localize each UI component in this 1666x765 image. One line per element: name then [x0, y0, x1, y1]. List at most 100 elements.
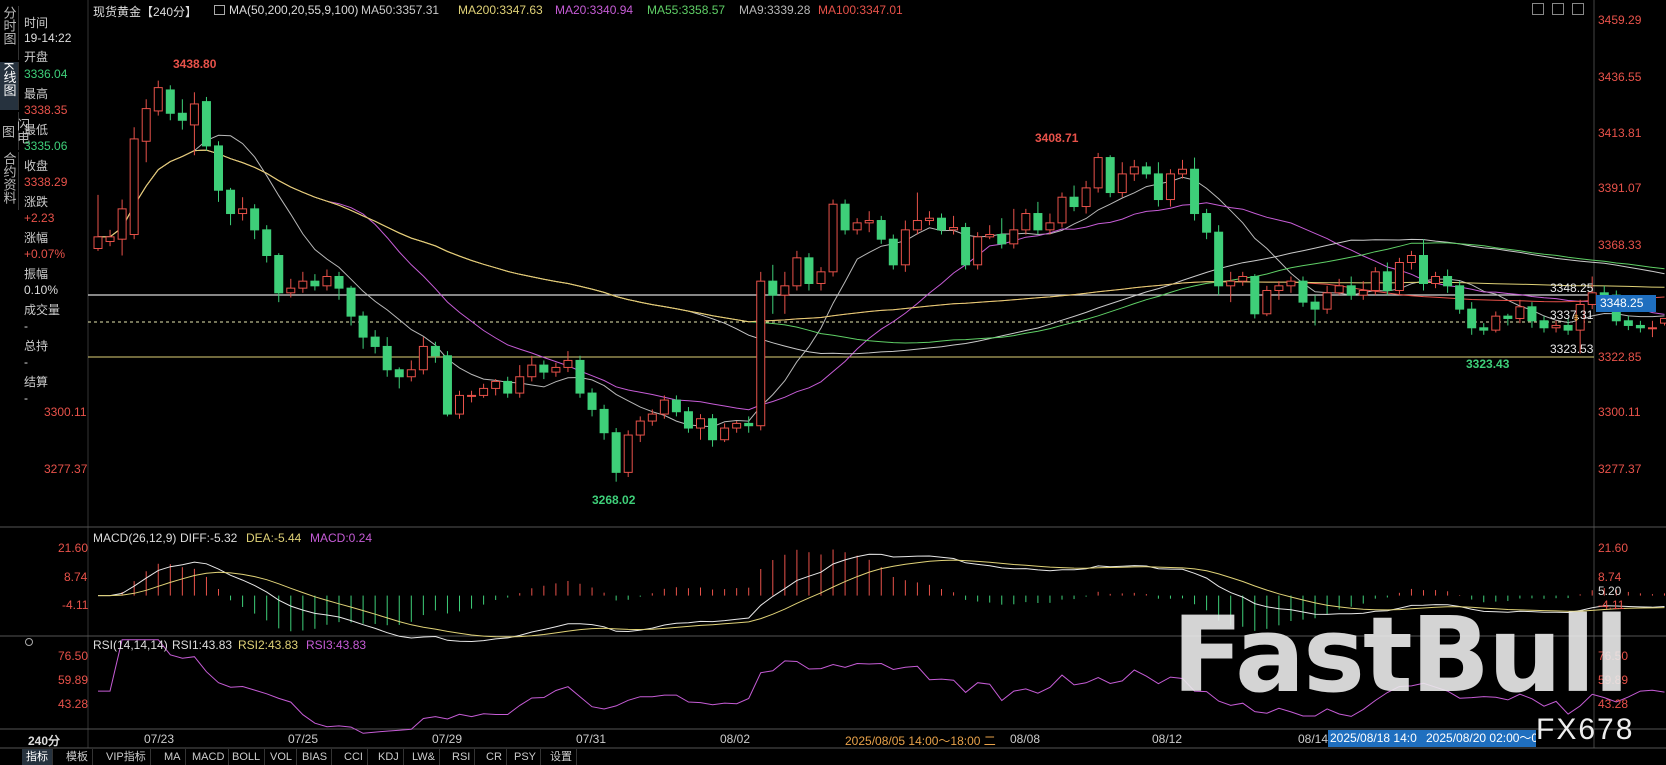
candle-body [985, 234, 995, 238]
candle-body [587, 392, 597, 410]
tab-flash[interactable]: 闪电图 [0, 112, 30, 150]
low-marker: 3268.02 [592, 493, 636, 507]
tab-kdj[interactable]: KDJ [374, 749, 404, 765]
candle-body [503, 380, 513, 394]
tab-kline[interactable]: K线图 [0, 62, 19, 110]
high-marker: 3438.80 [173, 57, 217, 71]
candle-body [840, 203, 850, 231]
change-value: +2.23 [24, 211, 55, 225]
candle-body [551, 366, 561, 373]
ma-settings-icon[interactable] [214, 5, 225, 15]
candle-body [1069, 196, 1079, 208]
macd-tick-right: 8.74 [1598, 570, 1622, 584]
candle-body [756, 280, 766, 427]
macd-dea: DEA:-5.44 [246, 531, 302, 545]
tab-boll[interactable]: BOLL [228, 749, 266, 765]
candle-body [708, 418, 718, 441]
amp-value: 0.10% [24, 283, 59, 297]
candle-body [1334, 285, 1344, 294]
candle-body [1117, 173, 1127, 194]
tab-macd[interactable]: MACD [188, 749, 230, 765]
left-price-tick: 3300.11 [44, 405, 87, 419]
candle-body [1455, 285, 1465, 310]
candle-body [1394, 262, 1404, 291]
level-label-c: 3323.53 [1550, 342, 1594, 356]
date-tick: 07/31 [576, 732, 607, 746]
candle-body [394, 369, 404, 378]
candle-body [1129, 166, 1139, 175]
macd-tick-right: 5.20 [1598, 584, 1622, 598]
time-label: 时间 [24, 16, 49, 30]
candle-body [442, 355, 452, 415]
minimize-icon[interactable] [1532, 3, 1544, 15]
ma9-value: MA9:3339.28 [739, 3, 811, 17]
chart-frame [0, 0, 1666, 749]
open-interest-label: 总持 [24, 339, 49, 353]
candle-body [768, 280, 778, 296]
close-label: 收盘 [24, 159, 49, 173]
tab-cci[interactable]: CCI [340, 749, 368, 765]
tab-settings[interactable]: 设置 [546, 749, 577, 765]
tab-label: 合约资料 [1, 152, 17, 204]
candle-body [792, 257, 802, 287]
candle-body [744, 422, 754, 427]
tab-vol[interactable]: VOL [266, 749, 298, 765]
macd-tick: 21.60 [58, 541, 89, 555]
tab-psy[interactable]: PSY [510, 749, 542, 765]
tab-cr[interactable]: CR [482, 749, 507, 765]
candle-body [876, 220, 886, 240]
rsi-settings-icon[interactable] [25, 638, 33, 646]
candle-body [515, 376, 525, 394]
tab-ma[interactable]: MA [160, 749, 186, 765]
candle-body [479, 387, 489, 396]
ma50-line [98, 149, 1665, 355]
tab-lw[interactable]: LW& [408, 749, 441, 765]
candle-body [1081, 187, 1091, 208]
period-label[interactable]: 240分 [28, 734, 61, 748]
candle-body [683, 411, 693, 429]
ma100-value: MA100:3347.01 [818, 3, 903, 17]
candle-body [129, 138, 139, 236]
candle-body [406, 369, 416, 378]
rsi-tick-right: 76.50 [1598, 649, 1629, 663]
candle-body [201, 101, 211, 147]
candle-body [226, 189, 236, 215]
candle-body [1178, 168, 1187, 175]
fx678-watermark: FX678 [1536, 713, 1635, 746]
close-icon[interactable] [1572, 3, 1584, 15]
tab-contract-info[interactable]: 合约资料 [0, 152, 19, 210]
low-marker: 3323.43 [1466, 357, 1510, 371]
moving-averages [98, 134, 1665, 428]
candle-body [1009, 229, 1019, 245]
rsi3-value: RSI3:43.83 [306, 638, 367, 652]
candle-body [1539, 320, 1549, 329]
candlesticks [93, 80, 1666, 482]
candle-body [141, 108, 151, 142]
macd-value: MACD:0.24 [310, 531, 373, 545]
candle-body [334, 275, 344, 289]
tab-vip[interactable]: VIP指标 [102, 749, 151, 765]
candle-body [527, 364, 537, 378]
tab-indicator[interactable]: 指标 [22, 749, 53, 765]
tab-rsi[interactable]: RSI [448, 749, 476, 765]
candle-body [937, 217, 946, 231]
current-price-tag: 3348.25 [1596, 295, 1656, 312]
candle-body [1443, 275, 1453, 287]
candle-body [1382, 271, 1392, 291]
tab-bias[interactable]: BIAS [298, 749, 333, 765]
maximize-icon[interactable] [1552, 3, 1564, 15]
candle-body [563, 359, 573, 368]
price-tick: 3436.55 [1598, 70, 1642, 84]
candle-body [1346, 285, 1356, 296]
candle-body [1467, 308, 1477, 329]
volume-label: 成交量 [24, 303, 61, 317]
pct-value: +0.07% [24, 247, 66, 261]
ma200-value: MA200:3347.63 [458, 3, 543, 17]
candle-body [418, 345, 428, 371]
candle-body [575, 359, 585, 394]
tab-template[interactable]: 模板 [62, 749, 93, 765]
close-value: 3338.29 [24, 175, 68, 189]
tab-timeshare[interactable]: 分时图 [0, 6, 19, 60]
level-label-b: 3337.31 [1550, 308, 1594, 322]
candle-body [117, 208, 127, 240]
